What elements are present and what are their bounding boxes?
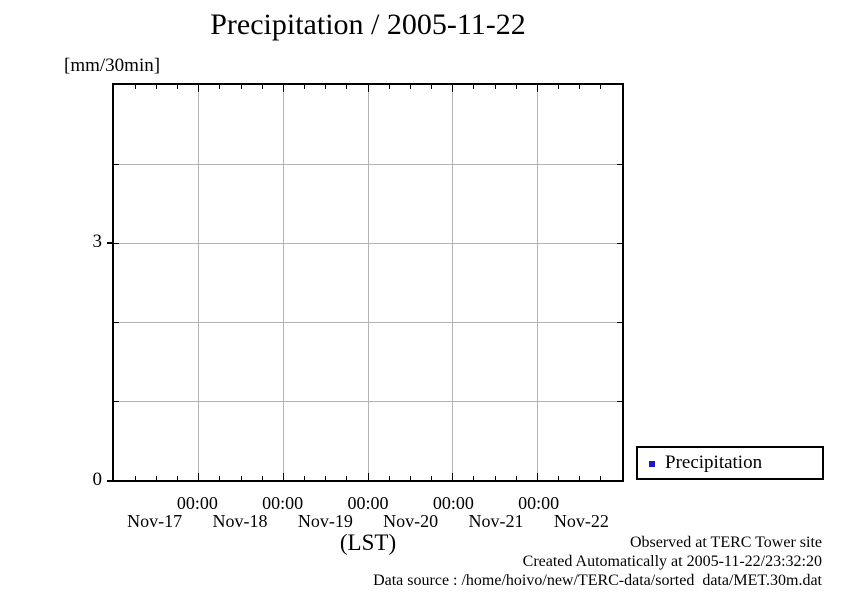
x-minor-tick bbox=[558, 476, 559, 480]
x-minor-tick bbox=[134, 85, 136, 89]
y-major-tick bbox=[107, 241, 113, 244]
footer-data-source: Data source : /home/hoivo/new/TERC-data/… bbox=[373, 572, 822, 589]
x-gridline bbox=[367, 85, 369, 480]
x-minor-tick bbox=[431, 476, 432, 480]
x-minor-tick bbox=[304, 85, 305, 89]
y-major-tick bbox=[107, 480, 113, 482]
x-minor-tick bbox=[219, 476, 221, 480]
precipitation-marker-icon bbox=[649, 461, 655, 467]
y-gridline bbox=[114, 321, 622, 323]
x-major-tick bbox=[452, 85, 454, 92]
y-gridline bbox=[114, 242, 622, 244]
x-minor-tick bbox=[515, 85, 517, 89]
y-minor-tick bbox=[617, 163, 622, 165]
x-minor-tick bbox=[219, 85, 221, 89]
x-minor-tick bbox=[261, 85, 263, 89]
x-minor-tick bbox=[325, 85, 327, 89]
x-minor-tick bbox=[579, 85, 581, 89]
footer-created-at: Created Automatically at 2005-11-22/23:3… bbox=[522, 553, 822, 570]
y-gridline bbox=[114, 400, 622, 402]
x-minor-tick bbox=[346, 476, 348, 480]
x-minor-tick bbox=[600, 85, 602, 89]
chart-title: Precipitation / 2005-11-22 bbox=[210, 8, 526, 41]
y-axis-unit-label: [mm/30min] bbox=[64, 55, 161, 76]
x-minor-tick bbox=[134, 476, 136, 480]
x-minor-tick bbox=[325, 476, 327, 480]
x-time-label: 00:00 bbox=[518, 493, 560, 513]
x-minor-tick bbox=[409, 476, 411, 480]
legend-label: Precipitation bbox=[665, 452, 763, 473]
x-minor-tick bbox=[494, 85, 496, 89]
x-minor-tick bbox=[473, 476, 475, 480]
x-minor-tick bbox=[240, 476, 242, 480]
x-day-label: Nov-17 bbox=[127, 511, 183, 531]
y-gridline bbox=[114, 163, 622, 165]
x-major-tick bbox=[452, 473, 454, 480]
x-minor-tick bbox=[177, 85, 178, 89]
x-gridline bbox=[452, 85, 454, 480]
x-minor-tick bbox=[494, 476, 496, 480]
x-gridline bbox=[198, 85, 200, 480]
x-minor-tick bbox=[177, 476, 178, 480]
x-day-label: Nov-21 bbox=[468, 511, 524, 531]
x-day-label: Nov-19 bbox=[297, 511, 353, 531]
y-minor-tick bbox=[114, 242, 119, 244]
y-tick-label: 3 bbox=[92, 230, 103, 252]
x-major-tick bbox=[536, 473, 538, 480]
x-major-tick bbox=[282, 473, 284, 480]
footer-annotations: Observed at TERC Tower site Created Auto… bbox=[373, 533, 822, 590]
x-minor-tick bbox=[388, 85, 390, 89]
y-minor-tick bbox=[114, 163, 119, 165]
x-time-label: 00:00 bbox=[432, 493, 474, 513]
x-major-tick bbox=[198, 473, 200, 480]
footer-observed-site: Observed at TERC Tower site bbox=[629, 534, 822, 551]
x-minor-tick bbox=[600, 476, 602, 480]
x-minor-tick bbox=[155, 476, 157, 480]
y-minor-tick bbox=[617, 242, 622, 244]
x-major-tick bbox=[282, 85, 284, 92]
x-minor-tick bbox=[388, 476, 390, 480]
x-axis-label: (LST) bbox=[339, 530, 397, 555]
x-major-tick bbox=[367, 85, 369, 92]
x-gridline bbox=[282, 85, 284, 480]
x-major-tick bbox=[536, 85, 538, 92]
y-minor-tick bbox=[114, 400, 119, 402]
x-minor-tick bbox=[515, 476, 517, 480]
legend-box: Precipitation bbox=[636, 446, 824, 480]
x-day-label: Nov-20 bbox=[383, 511, 439, 531]
x-minor-tick bbox=[558, 85, 559, 89]
x-time-label: 00:00 bbox=[176, 493, 218, 513]
x-time-label: 00:00 bbox=[262, 493, 304, 513]
x-minor-tick bbox=[579, 476, 581, 480]
y-minor-tick bbox=[114, 321, 119, 323]
y-minor-tick bbox=[617, 321, 622, 323]
x-major-tick bbox=[367, 473, 369, 480]
y-tick-label: 0 bbox=[92, 469, 103, 490]
x-time-label: 00:00 bbox=[347, 493, 389, 513]
x-minor-tick bbox=[240, 85, 242, 89]
x-day-label: Nov-18 bbox=[212, 511, 268, 531]
x-minor-tick bbox=[304, 476, 305, 480]
x-minor-tick bbox=[473, 85, 475, 89]
y-minor-tick bbox=[617, 400, 622, 402]
x-minor-tick bbox=[261, 476, 263, 480]
x-day-label: Nov-22 bbox=[553, 511, 609, 531]
x-minor-tick bbox=[155, 85, 157, 89]
x-minor-tick bbox=[431, 85, 432, 89]
x-gridline bbox=[536, 85, 538, 480]
x-minor-tick bbox=[409, 85, 411, 89]
x-major-tick bbox=[198, 85, 200, 92]
x-minor-tick bbox=[346, 85, 348, 89]
plot-area bbox=[112, 83, 624, 482]
